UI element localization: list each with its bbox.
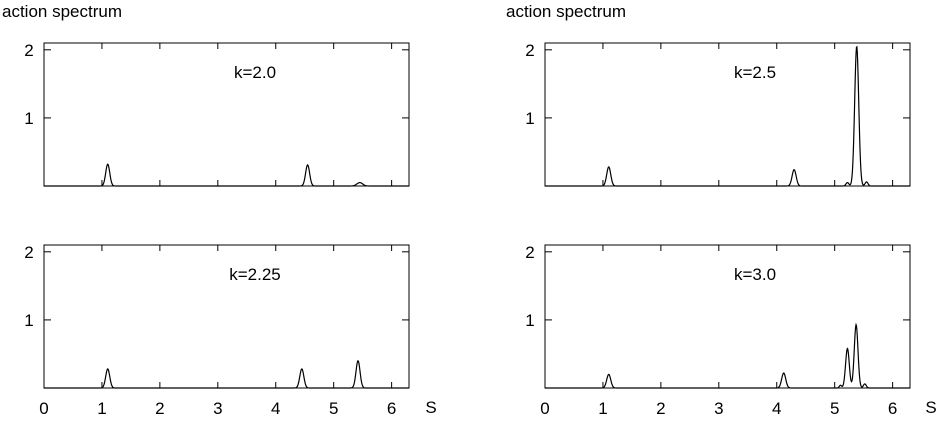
x-tick-label: 4 xyxy=(772,399,781,418)
x-tick-label: 4 xyxy=(271,399,280,418)
panel-frame xyxy=(43,244,410,389)
panel-0: 1 2 k=2.0 xyxy=(24,41,410,187)
y-tick-label: 2 xyxy=(24,243,33,262)
spectrum-line xyxy=(44,163,409,187)
right-column-ylabel: action spectrum xyxy=(506,2,626,21)
y-tick-label: 2 xyxy=(24,41,33,60)
y-tick-label: 1 xyxy=(525,109,534,128)
panel-frame xyxy=(544,244,911,389)
x-tick-label: 2 xyxy=(656,399,665,418)
panel-1: 1 2 0 1 2 3 4 5 6 Sk=2.25 xyxy=(24,243,436,418)
x-tick-label: 1 xyxy=(97,399,106,418)
x-tick-label: 3 xyxy=(714,399,723,418)
x-tick-label: 0 xyxy=(39,399,48,418)
panel-2: 1 2 k=2.5 xyxy=(525,41,911,187)
y-tick-label: 1 xyxy=(525,311,534,330)
x-tick-label: 5 xyxy=(329,399,338,418)
spectrum-line xyxy=(44,359,409,389)
panel-label: k=2.0 xyxy=(234,63,276,82)
x-tick-label: 2 xyxy=(155,399,164,418)
x-tick-label: 3 xyxy=(213,399,222,418)
y-tick-label: 2 xyxy=(525,243,534,262)
left-column-ylabel: action spectrum xyxy=(2,2,122,21)
x-tick-label: 5 xyxy=(830,399,839,418)
spectrum-line xyxy=(545,45,910,187)
panel-frame xyxy=(43,42,410,187)
y-tick-label: 2 xyxy=(525,41,534,60)
panel-label: k=3.0 xyxy=(734,265,776,284)
x-tick-label: 6 xyxy=(888,399,897,418)
spectrum-line xyxy=(545,322,910,389)
panel-label: k=2.5 xyxy=(734,63,776,82)
x-tick-label: 1 xyxy=(598,399,607,418)
y-tick-label: 1 xyxy=(24,311,33,330)
x-axis-label: S xyxy=(925,398,936,417)
x-tick-label: 0 xyxy=(540,399,549,418)
panel-label: k=2.25 xyxy=(229,265,281,284)
y-tick-label: 1 xyxy=(24,109,33,128)
x-axis-label: S xyxy=(425,398,436,417)
panel-3: 1 2 0 1 2 3 4 5 6 Sk=3.0 xyxy=(525,243,936,418)
x-tick-label: 6 xyxy=(387,399,396,418)
